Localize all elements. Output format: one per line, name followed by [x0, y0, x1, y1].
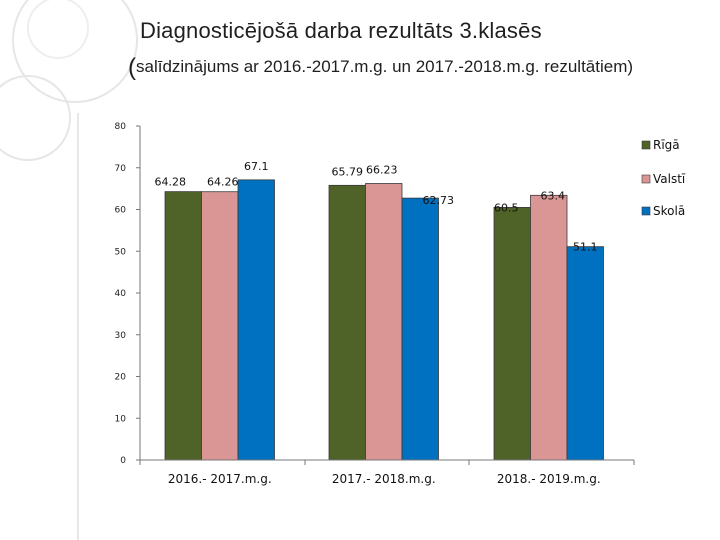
bar-skolā-1	[401, 197, 439, 461]
bar-rīgā-2	[493, 207, 531, 461]
legend: Rīgā Valstī Skolā	[641, 138, 686, 218]
data-label: 62.73	[423, 194, 455, 207]
legend-swatch	[641, 174, 651, 184]
y-axis: 0 10 20 30 40 50 60 70 80	[115, 122, 141, 466]
data-label: 60.5	[494, 201, 519, 214]
data-label: 63.4	[541, 189, 566, 202]
x-category-label: 2018.- 2019.m.g.	[497, 472, 601, 486]
bar-valstī-0	[201, 191, 239, 461]
y-tick-label: 10	[115, 414, 127, 424]
legend-label: Skolā	[653, 204, 685, 218]
bar-rīgā-1	[328, 184, 366, 461]
legend-swatch	[641, 140, 651, 150]
bar-skolā-0	[237, 179, 275, 461]
y-tick-label: 70	[115, 164, 127, 174]
y-tick-label: 60	[115, 206, 127, 216]
bar-rīgā-0	[164, 191, 202, 461]
deco-circle-large	[12, 0, 138, 103]
subtitle-text: salīdzinājums ar 2016.-2017.m.g. un 2017…	[136, 57, 634, 76]
slide-subtitle: (salīdzinājums ar 2016.-2017.m.g. un 201…	[128, 54, 708, 82]
data-label: 67.1	[244, 160, 269, 173]
x-category-label: 2016.- 2017.m.g.	[168, 472, 272, 486]
slide-title: Diagnosticējošā darba rezultāts 3.klasēs	[140, 18, 542, 43]
y-tick-label: 50	[115, 247, 127, 257]
data-label: 64.26	[207, 176, 239, 189]
y-tick-label: 20	[115, 373, 127, 383]
deco-circle-small	[27, 0, 89, 59]
bars	[164, 179, 604, 461]
data-label: 64.28	[155, 176, 187, 189]
y-tick-label: 80	[115, 122, 127, 132]
legend-label: Valstī	[653, 172, 686, 186]
data-label: 51.1	[573, 241, 598, 254]
y-tick-label: 40	[115, 289, 127, 299]
bar-skolā-2	[566, 246, 604, 461]
bar-valstī-2	[530, 194, 568, 461]
x-axis: 2016.- 2017.m.g. 2017.- 2018.m.g. 2018.- 2…	[139, 459, 635, 486]
data-labels: 64.28 65.79 60.5 64.26 66.23 63.4 67.1 62.73 51.…	[155, 160, 598, 254]
subtitle-open-paren: (	[128, 54, 136, 81]
data-label: 65.79	[332, 165, 364, 178]
legend-label: Rīgā	[653, 138, 680, 152]
bar-valstī-1	[365, 183, 403, 461]
deco-circle-medium	[0, 75, 71, 161]
y-tick-label: 30	[115, 331, 127, 341]
x-category-label: 2017.- 2018.m.g.	[332, 472, 436, 486]
legend-swatch	[641, 206, 651, 216]
data-label: 66.23	[366, 163, 398, 176]
y-tick-label: 0	[120, 456, 126, 466]
